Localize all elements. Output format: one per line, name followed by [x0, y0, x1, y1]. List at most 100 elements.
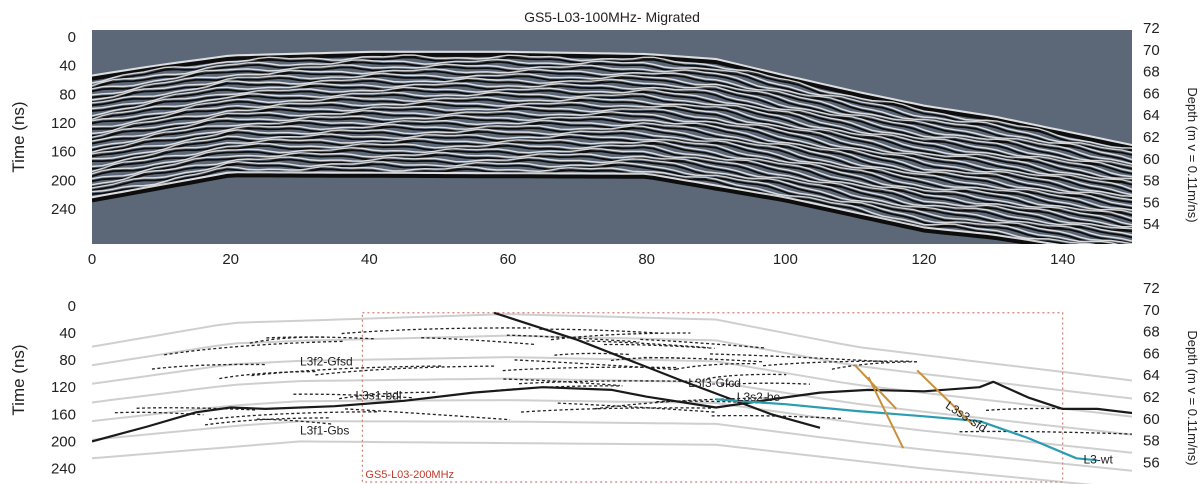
unit-label: L3-wt — [1083, 453, 1113, 467]
reflector-line — [92, 116, 1132, 210]
bottom-y2-ticks: 72 70 68 66 64 62 60 58 56 — [1143, 280, 1160, 471]
dashed-reflector — [610, 357, 684, 362]
bottom-y2-axis-label: Depth (m v = 0.11m/ns) — [1185, 330, 1200, 465]
reflector-highlight — [92, 86, 1132, 180]
bottom-y-ticks: 0 40 80 120 160 200 240 — [51, 298, 76, 477]
reflector-highlight — [92, 137, 1132, 228]
x-tick-label: 40 — [361, 251, 378, 268]
x-tick-label: 140 — [1050, 251, 1075, 268]
y2-tick-label: 66 — [1143, 85, 1160, 102]
surface-line-1 — [493, 311, 821, 429]
surface-line-0 — [92, 380, 1132, 443]
dashed-reflector — [710, 353, 888, 363]
reflector-highlight — [92, 171, 1061, 244]
reflector-highlight — [92, 91, 1132, 183]
unit-label: L3s1-bdl — [355, 388, 401, 402]
reflector-highlight — [92, 63, 1132, 161]
y2-tick-label: 72 — [1143, 280, 1160, 297]
y2-tick-label: 56 — [1143, 454, 1160, 471]
dashed-reflector — [204, 417, 330, 426]
dashed-reflector — [249, 336, 324, 344]
reflector-line — [92, 173, 1048, 244]
dashed-reflector — [550, 332, 691, 341]
y-tick-label: 0 — [68, 298, 76, 315]
x-tick-label: 100 — [773, 251, 798, 268]
inset-label: GS5-L03-200MHz — [365, 469, 454, 481]
dashed-reflector — [503, 378, 620, 387]
x-tick-label: 0 — [88, 251, 96, 268]
reflector-line — [92, 112, 1132, 204]
radargram-panel: GS5-L03-100MHz- Migrated Time (ns) Depth… — [9, 9, 1200, 268]
y2-tick-label: 54 — [1143, 216, 1160, 233]
y-tick-label: 160 — [51, 406, 76, 423]
unit-label: L3f2-Gfsd — [300, 355, 353, 369]
ghost-line — [92, 334, 1132, 400]
reflector-line — [92, 79, 1132, 175]
dashed-reflector — [506, 334, 640, 343]
dashed-reflector — [136, 407, 258, 411]
reflector-highlight — [92, 142, 1132, 230]
x-tick-label: 60 — [500, 251, 517, 268]
dashed-reflector — [831, 361, 919, 370]
y2-tick-label: 64 — [1143, 367, 1160, 384]
interpretation-panel: GS5-L03-200MHz L3f2-Gfsd L3s1-bdl L3f1-Gbs… — [9, 280, 1200, 484]
dashed-reflector — [315, 365, 496, 376]
ghost-line — [92, 440, 1094, 484]
reflector-highlight — [92, 96, 1132, 190]
top-x-ticks: 0 20 40 60 80 100 120 140 — [88, 251, 1075, 268]
inset-box — [361, 312, 1064, 483]
reflector-highlight — [92, 165, 1096, 244]
reflector-highlight — [92, 156, 1132, 244]
y-tick-label: 200 — [51, 433, 76, 450]
x-tick-label: 20 — [222, 251, 239, 268]
y-tick-label: 40 — [59, 325, 76, 342]
y2-tick-label: 58 — [1143, 173, 1160, 190]
reflector-highlight — [92, 128, 1132, 220]
y-tick-label: 120 — [51, 379, 76, 396]
y2-tick-label: 60 — [1143, 151, 1160, 168]
y2-tick-label: 56 — [1143, 194, 1160, 211]
dashed-reflector — [985, 407, 1096, 412]
dashed-reflector — [345, 408, 511, 421]
dashed-reflector — [521, 407, 712, 413]
reflector-line — [92, 98, 1132, 193]
y-tick-label: 160 — [51, 144, 76, 161]
dashed-reflector — [519, 380, 698, 385]
reflector-highlight — [92, 151, 1132, 242]
unit-label: L3s2-be — [737, 390, 781, 404]
top-title: GS5-L03-100MHz- Migrated — [524, 9, 700, 25]
y-tick-label: 0 — [68, 29, 76, 46]
ghost-reflectors — [92, 313, 1132, 484]
top-y2-axis-label: Depth (m v = 0.11m/ns) — [1185, 87, 1200, 222]
dashed-reflector — [640, 338, 765, 349]
dashed-reflector — [266, 336, 374, 340]
y2-tick-label: 60 — [1143, 411, 1160, 428]
top-y-ticks: 0 40 80 120 160 200 240 — [51, 29, 76, 218]
ghost-line — [92, 313, 1132, 382]
y2-tick-label: 70 — [1143, 302, 1160, 319]
y2-tick-label: 70 — [1143, 42, 1160, 59]
top-y2-ticks: 72 70 68 66 64 62 60 58 56 54 — [1143, 20, 1160, 233]
reflector-highlight — [92, 109, 1132, 201]
dashed-reflector — [209, 411, 378, 420]
ghost-line — [92, 420, 1132, 472]
dashed-reflector — [643, 356, 765, 363]
y-tick-label: 240 — [51, 460, 76, 477]
dashed-reflector — [164, 340, 344, 356]
reflector-highlight — [92, 105, 1132, 198]
x-tick-label: 80 — [638, 251, 655, 268]
reflector-highlight — [92, 114, 1132, 207]
bottom-y-axis-label: Time (ns) — [9, 344, 28, 415]
dashed-reflector — [514, 359, 677, 371]
reflector-line — [92, 56, 1132, 152]
dashed-reflector — [219, 370, 317, 380]
dashed-reflector — [586, 340, 709, 349]
y2-tick-label: 58 — [1143, 433, 1160, 450]
y-tick-label: 40 — [59, 58, 76, 75]
dashed-reflector — [720, 382, 811, 386]
reflector-highlight — [92, 119, 1132, 211]
unit-label: L3f3-Gfcd — [688, 376, 741, 390]
dashed-reflector — [421, 337, 535, 346]
ghost-line — [92, 399, 1132, 454]
y2-tick-label: 72 — [1143, 20, 1160, 37]
